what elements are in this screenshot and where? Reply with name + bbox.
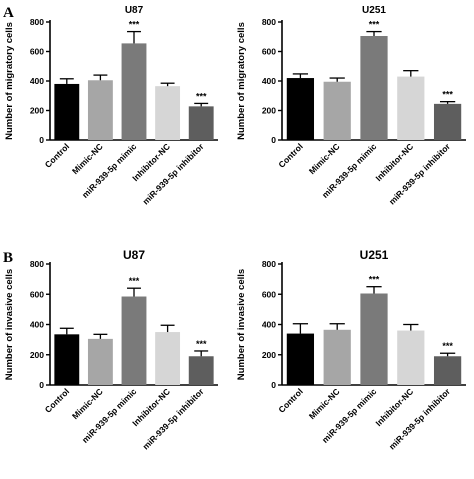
y-axis-label: Number of invasive cells xyxy=(236,269,247,380)
chart-1: U87 Number of migratory cells 0 200 400 600 80… xyxy=(4,5,218,207)
bar xyxy=(397,76,425,140)
significance-label: *** xyxy=(129,20,140,30)
y-tick-label: 200 xyxy=(30,106,44,116)
chart-2: U251 Number of migratory cells 0 200 400 600 8… xyxy=(236,5,466,207)
category-label: miR-939-5p inhibitor xyxy=(140,386,206,452)
category-label: miR-939-5p inhibitor xyxy=(140,141,206,207)
bar xyxy=(188,106,214,140)
chart-title: U87 xyxy=(123,248,145,262)
bar xyxy=(286,78,315,140)
category-label: Control xyxy=(276,386,304,414)
significance-label: *** xyxy=(369,20,380,30)
bar xyxy=(155,86,181,140)
bar xyxy=(188,356,214,385)
category-label: Mimic-NC xyxy=(70,386,105,421)
bar xyxy=(54,334,80,385)
y-axis-label: Number of migratory cells xyxy=(236,22,247,140)
y-tick-label: 200 xyxy=(30,350,44,360)
y-tick-label: 0 xyxy=(271,135,276,145)
y-tick-label: 200 xyxy=(262,350,276,360)
chart-3: U87 Number of invasive cells 0 200 400 600 800… xyxy=(4,248,218,452)
category-label: Mimic-NC xyxy=(307,386,342,421)
y-tick-label: 400 xyxy=(262,320,276,330)
chart-title: U251 xyxy=(360,248,389,262)
bar xyxy=(121,43,147,141)
chart-title: U87 xyxy=(125,5,144,16)
y-tick-label: 800 xyxy=(262,17,276,27)
y-tick-label: 600 xyxy=(262,47,276,57)
panel-label-b: B xyxy=(3,250,13,266)
bar xyxy=(87,338,113,385)
category-label: miR-939-5p inhibitor xyxy=(387,141,453,207)
y-tick-label: 600 xyxy=(30,47,44,57)
bar xyxy=(155,332,181,385)
significance-label: *** xyxy=(196,91,207,101)
y-tick-label: 0 xyxy=(39,380,44,390)
category-label: Control xyxy=(43,386,71,414)
y-tick-label: 600 xyxy=(30,289,44,299)
category-label: miR-939-5p inhibitor xyxy=(387,386,453,452)
bar xyxy=(397,330,425,385)
category-label: Mimic-NC xyxy=(307,141,342,176)
significance-label: *** xyxy=(442,90,453,100)
bar xyxy=(323,329,351,385)
y-axis-label: Number of invasive cells xyxy=(4,269,15,380)
bar xyxy=(121,296,147,385)
y-tick-label: 600 xyxy=(262,289,276,299)
bar xyxy=(286,333,315,385)
bar xyxy=(360,293,388,385)
chart-title: U251 xyxy=(362,5,386,16)
category-label: Control xyxy=(276,141,304,169)
charts: U87 Number of migratory cells 0 200 400 600 80… xyxy=(4,5,466,452)
y-tick-label: 800 xyxy=(30,17,44,27)
y-tick-label: 800 xyxy=(262,259,276,269)
bar xyxy=(87,80,113,140)
y-tick-label: 400 xyxy=(30,320,44,330)
bar xyxy=(323,81,351,140)
category-label: Mimic-NC xyxy=(70,141,105,176)
y-tick-label: 0 xyxy=(39,135,44,145)
y-tick-label: 200 xyxy=(262,106,276,116)
significance-label: *** xyxy=(196,339,207,349)
panel-label-a: A xyxy=(3,5,14,21)
significance-label: *** xyxy=(442,341,453,351)
significance-label: *** xyxy=(129,276,140,286)
category-label: Control xyxy=(43,141,71,169)
bar xyxy=(433,103,462,140)
chart-4: U251 Number of invasive cells 0 200 400 600 80… xyxy=(236,248,466,452)
y-tick-label: 400 xyxy=(30,76,44,86)
y-tick-label: 400 xyxy=(262,76,276,86)
bar xyxy=(433,356,462,385)
bar xyxy=(54,83,80,140)
significance-label: *** xyxy=(369,275,380,285)
y-tick-label: 0 xyxy=(271,380,276,390)
y-axis-label: Number of migratory cells xyxy=(4,22,15,140)
y-tick-label: 800 xyxy=(30,259,44,269)
bar xyxy=(360,36,388,141)
